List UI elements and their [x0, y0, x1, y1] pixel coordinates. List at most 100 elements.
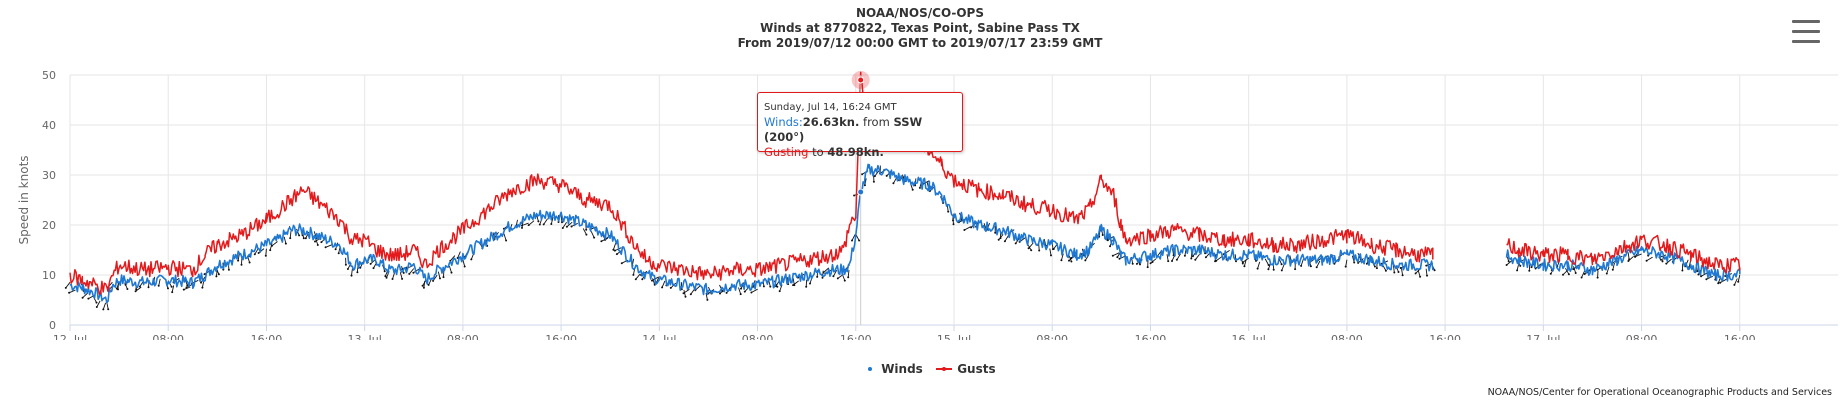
wind-arrow [566, 221, 573, 228]
wind-arrow [258, 248, 265, 254]
wind-arrow-head [1365, 262, 1368, 265]
wind-arrow-head [1519, 264, 1522, 267]
wind-arrow-head [1267, 264, 1270, 266]
winds-series-line [1505, 245, 1741, 282]
wind-arrow [1215, 256, 1222, 262]
wind-arrow [124, 282, 128, 290]
wind-arrow-head [432, 279, 435, 282]
wind-arrow-head [843, 279, 846, 282]
wind-arrow [106, 302, 109, 310]
legend-item-winds[interactable]: Winds [863, 362, 923, 376]
wind-arrow-head [1068, 259, 1070, 262]
wind-arrow-head [805, 285, 808, 288]
tooltip-gust-value: 48.98kn. [827, 145, 884, 159]
wind-arrow [1351, 255, 1355, 263]
wind-arrow [399, 272, 403, 280]
wind-arrow-head [304, 237, 307, 240]
tooltip-gusting-label: Gusting [764, 145, 809, 159]
wind-arrow [1737, 274, 1741, 282]
wind-arrow [1627, 252, 1630, 260]
wind-arrow-head [739, 293, 742, 296]
wind-arrow-head [565, 225, 568, 228]
wind-arrow-head [1280, 263, 1283, 266]
wind-arrow-head [1116, 256, 1119, 259]
chart-title-block: NOAA/NOS/CO-OPS Winds at 8770822, Texas … [0, 6, 1840, 51]
wind-arrow-head [620, 262, 623, 265]
wind-arrow-head [537, 220, 540, 223]
wind-arrow-head [1241, 261, 1244, 264]
credits-text[interactable]: NOAA/NOS/Center for Operational Oceanogr… [1487, 387, 1832, 398]
wind-arrow-head [1050, 254, 1052, 257]
wind-arrow-head [1733, 283, 1736, 286]
x-tick-label: 16:00 [545, 333, 577, 340]
wind-arrow [65, 282, 71, 289]
wind-arrow-head [858, 239, 861, 242]
wind-arrow-head [1111, 254, 1114, 257]
wind-arrow-head [851, 239, 853, 242]
wind-arrow-head [95, 306, 98, 308]
wind-arrow-head [1700, 275, 1703, 278]
wind-arrow-head [1737, 280, 1740, 283]
wind-arrow-head [1280, 269, 1283, 272]
wind-arrow-head [201, 286, 204, 289]
wind-arrow-head [359, 266, 362, 269]
wind-arrow-head [792, 284, 795, 287]
wind-arrow-head [1272, 268, 1275, 271]
wind-arrow-head [1401, 274, 1404, 277]
wind-arrow [102, 302, 107, 310]
wind-arrow [183, 286, 191, 291]
wind-arrow-head [1574, 272, 1577, 274]
wind-arrow-head [383, 270, 386, 273]
wind-arrow-head [847, 276, 850, 279]
x-tick-label: 08:00 [152, 333, 184, 340]
wind-arrow [652, 278, 656, 285]
wind-arrow-head [334, 248, 337, 251]
wind-arrow-head [740, 287, 742, 290]
wind-arrow-head [970, 226, 973, 229]
wind-arrow [1043, 238, 1047, 246]
tooltip-winds-value: 26.63kn. [802, 115, 860, 129]
wind-arrow [1506, 260, 1513, 266]
wind-arrow-head [613, 249, 616, 252]
wind-arrow-head [422, 286, 425, 289]
wind-arrow-head [1507, 260, 1510, 263]
wind-arrow-head [1131, 262, 1134, 265]
wind-arrow [582, 228, 587, 235]
legend-item-gusts[interactable]: Gusts [935, 362, 996, 376]
x-tick-label: 16:00 [1429, 333, 1461, 340]
wind-arrow [823, 267, 830, 273]
wind-arrow-head [1139, 263, 1141, 266]
wind-arrow [437, 271, 441, 279]
wind-arrow-head [1003, 240, 1006, 243]
wind-arrow-head [253, 253, 256, 256]
legend-winds-symbol [868, 367, 872, 371]
wind-arrow-head [918, 186, 921, 189]
wind-arrow-head [316, 244, 319, 246]
wind-arrow-head [185, 286, 188, 289]
x-tick-label: 08:00 [1331, 333, 1363, 340]
wind-arrow-head [356, 271, 359, 274]
wind-arrow-head [550, 223, 553, 225]
wind-arrow-head [264, 254, 267, 257]
wind-arrow-head [1399, 267, 1402, 269]
wind-arrow-head [1665, 262, 1668, 265]
wind-arrow [1646, 256, 1653, 262]
wind-arrow-head [182, 288, 185, 291]
wind-arrow [271, 241, 278, 247]
wind-arrow-head [1611, 268, 1614, 271]
wind-arrow-head [412, 271, 415, 274]
wind-arrow-head [963, 229, 966, 231]
wind-arrow [408, 268, 415, 275]
wind-arrow-head [769, 285, 772, 288]
wind-arrow-head [138, 285, 141, 288]
wind-arrow-head [314, 240, 316, 243]
wind-arrow-head [1294, 268, 1297, 271]
wind-arrow-head [1660, 258, 1662, 261]
wind-arrow-head [1204, 256, 1207, 259]
wind-arrow [670, 282, 677, 289]
wind-arrow-head [706, 298, 709, 301]
wind-arrow-head [271, 244, 273, 247]
wind-arrow-head [809, 282, 811, 285]
hamburger-menu-icon[interactable] [1790, 18, 1822, 46]
wind-arrow-head [778, 290, 781, 293]
